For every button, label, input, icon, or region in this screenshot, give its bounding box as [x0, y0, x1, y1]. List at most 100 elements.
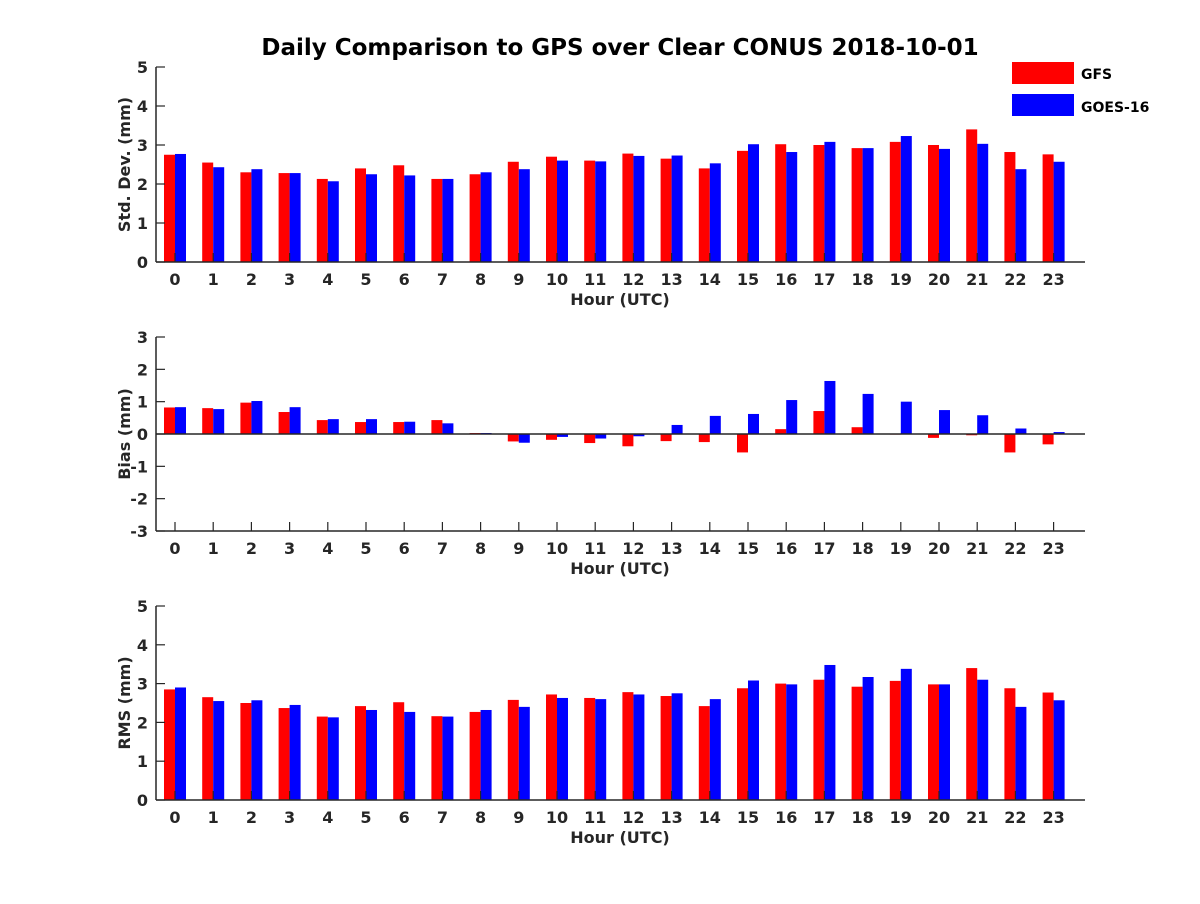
- x-tick-label: 9: [513, 270, 524, 289]
- x-tick-label: 15: [737, 270, 759, 289]
- x-tick-label: 17: [813, 539, 835, 558]
- x-tick-label: 17: [813, 808, 835, 827]
- bar-gfs-hour-14: [698, 706, 710, 800]
- y-axis-label: Bias (mm): [115, 388, 134, 480]
- bar-goes16-hour-11: [595, 161, 607, 262]
- x-tick-label: 4: [322, 539, 333, 558]
- bar-goes16-hour-21: [977, 415, 989, 434]
- bar-goes16-hour-19: [900, 136, 912, 262]
- bar-goes16-hour-8: [480, 709, 492, 800]
- bar-goes16-hour-17: [824, 664, 836, 800]
- y-tick-label: 1: [137, 752, 148, 771]
- x-tick-label: 18: [851, 539, 873, 558]
- bar-gfs-hour-13: [660, 696, 672, 800]
- bar-goes16-hour-21: [977, 679, 989, 800]
- x-tick-label: 21: [966, 270, 988, 289]
- y-tick-label: 0: [137, 425, 148, 444]
- bar-gfs-hour-5: [355, 168, 366, 262]
- x-axis-label: Hour (UTC): [570, 559, 670, 578]
- bar-gfs-hour-12: [622, 692, 634, 800]
- bar-gfs-hour-16: [775, 683, 787, 800]
- bar-goes16-hour-12: [633, 155, 645, 262]
- bar-gfs-hour-0: [164, 689, 175, 800]
- y-tick-label: 1: [137, 214, 148, 233]
- bar-goes16-hour-10: [557, 160, 568, 262]
- bar-goes16-hour-7: [442, 423, 454, 434]
- bar-gfs-hour-10: [546, 156, 557, 262]
- y-tick-label: 3: [137, 675, 148, 694]
- bar-gfs-hour-2: [240, 703, 252, 800]
- bar-goes16-hour-3: [289, 704, 301, 800]
- x-tick-label: 1: [208, 270, 219, 289]
- bar-gfs-hour-18: [851, 686, 863, 800]
- bar-goes16-hour-1: [213, 701, 225, 800]
- x-tick-label: 3: [284, 270, 295, 289]
- bar-gfs-hour-18: [851, 427, 863, 434]
- bar-gfs-hour-7: [431, 420, 443, 434]
- x-tick-label: 19: [890, 808, 912, 827]
- x-tick-label: 18: [851, 270, 873, 289]
- bar-gfs-hour-23: [1042, 434, 1054, 445]
- bar-goes16-hour-18: [862, 677, 874, 800]
- y-tick-label: 5: [137, 58, 148, 77]
- bar-goes16-hour-3: [289, 173, 301, 262]
- x-tick-label: 13: [660, 539, 682, 558]
- x-axis-label: Hour (UTC): [570, 828, 670, 847]
- x-tick-label: 12: [622, 539, 644, 558]
- x-tick-label: 2: [246, 270, 257, 289]
- x-tick-label: 23: [1042, 270, 1064, 289]
- bar-goes16-hour-11: [595, 699, 607, 800]
- x-tick-label: 23: [1042, 539, 1064, 558]
- bar-goes16-hour-8: [480, 172, 492, 262]
- x-tick-label: 23: [1042, 808, 1064, 827]
- x-tick-label: 22: [1004, 539, 1026, 558]
- bar-goes16-hour-18: [862, 393, 874, 434]
- bar-gfs-hour-22: [1004, 152, 1016, 262]
- bar-goes16-hour-9: [518, 169, 530, 262]
- x-tick-label: 8: [475, 270, 486, 289]
- bar-gfs-hour-22: [1004, 688, 1016, 800]
- x-tick-label: 22: [1004, 270, 1026, 289]
- x-tick-label: 2: [246, 539, 257, 558]
- y-tick-label: 2: [137, 360, 148, 379]
- x-tick-label: 10: [546, 270, 568, 289]
- x-tick-label: 7: [437, 808, 448, 827]
- bar-gfs-hour-6: [393, 422, 405, 434]
- bar-gfs-hour-13: [660, 158, 672, 262]
- x-tick-label: 21: [966, 539, 988, 558]
- x-tick-label: 14: [699, 539, 721, 558]
- x-tick-label: 13: [660, 808, 682, 827]
- x-tick-label: 19: [890, 539, 912, 558]
- x-tick-label: 1: [208, 808, 219, 827]
- y-tick-label: 2: [137, 713, 148, 732]
- bar-goes16-hour-21: [977, 143, 989, 262]
- bar-goes16-hour-16: [786, 400, 798, 434]
- x-tick-label: 15: [737, 808, 759, 827]
- bar-gfs-hour-19: [889, 141, 901, 262]
- x-tick-label: 10: [546, 539, 568, 558]
- bar-gfs-hour-7: [431, 178, 443, 262]
- x-tick-label: 16: [775, 539, 797, 558]
- x-tick-label: 6: [399, 270, 410, 289]
- x-axis-label: Hour (UTC): [570, 290, 670, 309]
- x-tick-label: 6: [399, 539, 410, 558]
- bar-goes16-hour-3: [289, 407, 301, 434]
- y-tick-label: -1: [130, 457, 148, 476]
- bar-gfs-hour-6: [393, 702, 405, 800]
- x-tick-label: 8: [475, 808, 486, 827]
- x-tick-label: 0: [169, 539, 180, 558]
- bar-gfs-hour-19: [889, 680, 901, 800]
- bar-gfs-hour-20: [928, 434, 939, 438]
- y-tick-label: 4: [137, 636, 148, 655]
- bar-gfs-hour-15: [737, 434, 748, 453]
- bar-gfs-hour-10: [546, 694, 557, 800]
- bar-gfs-hour-4: [316, 178, 328, 262]
- bar-goes16-hour-10: [557, 434, 568, 437]
- y-axis-label: RMS (mm): [115, 656, 134, 749]
- bar-goes16-hour-20: [939, 410, 950, 434]
- x-tick-label: 22: [1004, 808, 1026, 827]
- x-tick-label: 20: [928, 808, 950, 827]
